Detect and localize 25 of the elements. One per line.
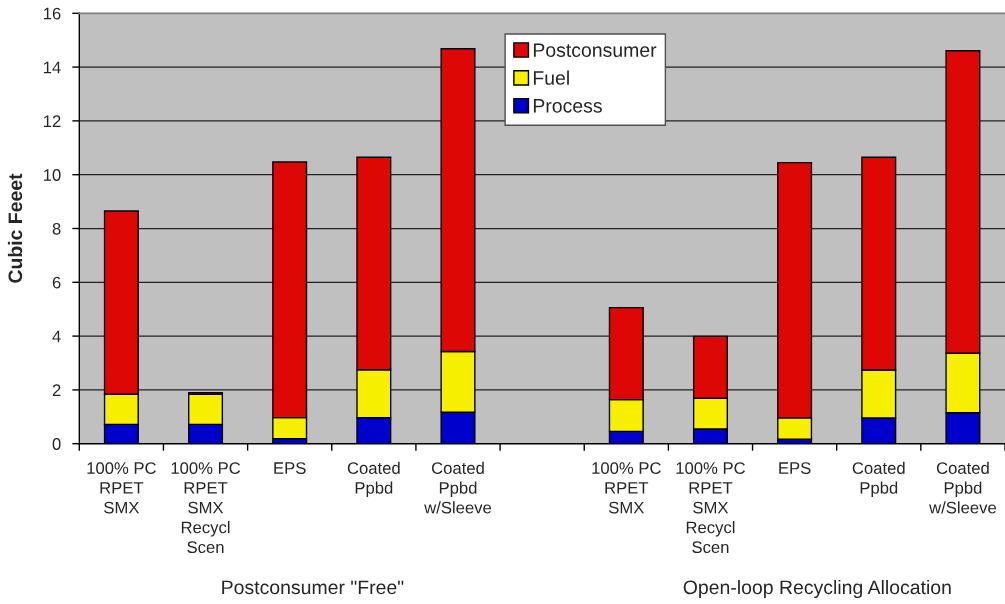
legend-label: Postconsumer	[533, 43, 657, 57]
x-tick-label: 100% PC RPET SMX	[87, 462, 156, 514]
x-tick-label: 100% PC RPET SMX Recycl Scen	[171, 462, 241, 554]
x-tick-label: Coated Ppbd w/Sleeve	[424, 461, 492, 514]
text: Postconsumer "Free"	[222, 580, 404, 595]
y-tick-label: 6	[52, 276, 61, 289]
y-tick-label: 0	[52, 438, 61, 450]
y-tick-label: 4	[52, 330, 61, 343]
legend-label: Process	[533, 99, 602, 113]
legend-label: Fuel	[533, 70, 569, 85]
x-tick-label: Coated Ppbd	[852, 461, 905, 498]
y-tick-label: 14	[43, 61, 61, 74]
x-tick-label: 100% PC RPET SMX	[592, 462, 661, 514]
y-tick-label: 10	[43, 169, 61, 181]
x-tick-label: EPS	[274, 462, 306, 474]
y-tick-label: 16	[43, 7, 61, 20]
x-tick-label: EPS	[779, 462, 811, 474]
y-tick-label: 2	[52, 384, 61, 396]
y-tick-label: 12	[43, 115, 61, 127]
y-tick-label: 8	[52, 222, 61, 235]
text: Open-loop Recycling Allocation	[683, 579, 951, 599]
y-axis-title: Cubic Feeet	[7, 173, 23, 283]
x-tick-label: Coated Ppbd	[347, 461, 400, 498]
x-tick-label: Coated Ppbd w/Sleeve	[929, 461, 996, 514]
x-tick-label: 100% PC RPET SMX Recycl Scen	[676, 462, 746, 554]
